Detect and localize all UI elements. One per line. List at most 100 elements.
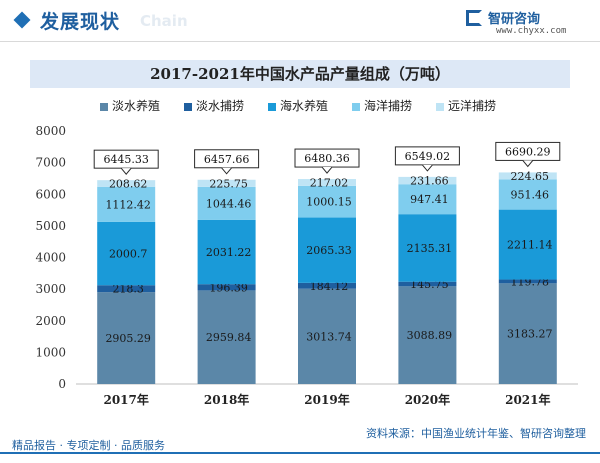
legend-item: 淡水捕捞 [184, 97, 244, 115]
bar-segment [498, 283, 557, 384]
segment-data-label: 2065.33 [306, 244, 352, 257]
bar-segment [197, 284, 256, 291]
bar-segment [498, 172, 557, 180]
total-callout-pointer [422, 164, 433, 172]
x-tick-label: 2018年 [204, 392, 249, 407]
bar-segment [298, 179, 356, 186]
brand-logo: 智研咨询 www.chyxx.com [466, 8, 586, 38]
legend-item: 淡水养殖 [100, 97, 160, 115]
bar-segment [398, 286, 457, 384]
bar-segment [97, 292, 156, 384]
y-tick-label: 8000 [35, 124, 66, 138]
segment-data-label: 947.41 [410, 193, 449, 206]
y-tick-label: 0 [58, 377, 66, 391]
legend-label: 淡水捕捞 [196, 99, 245, 113]
bar-segment [498, 179, 557, 210]
segment-data-label: 1044.46 [206, 197, 252, 210]
bar-segment [197, 179, 256, 187]
total-data-label: 6457.66 [204, 153, 250, 166]
total-callout-pointer [221, 167, 232, 175]
bar-segment [97, 186, 156, 222]
legend-label: 海水养殖 [280, 99, 329, 113]
bar-segment [197, 219, 256, 285]
legend-label: 淡水养殖 [112, 99, 161, 113]
y-tick-label: 6000 [35, 187, 66, 201]
bar-segment [398, 214, 457, 282]
segment-data-label: 224.65 [511, 170, 550, 183]
segment-data-label: 1000.15 [306, 196, 352, 209]
y-tick-label: 4000 [35, 251, 66, 265]
total-callout-pointer [321, 166, 333, 174]
segment-data-label: 2211.14 [507, 239, 553, 252]
segment-data-label: 2959.84 [206, 331, 252, 344]
brand-url: www.chyxx.com [496, 26, 567, 36]
bar-segment [197, 186, 256, 220]
bar-segment [398, 184, 457, 215]
segment-data-label: 208.62 [109, 177, 148, 190]
bar-segment [398, 176, 457, 185]
bar-segment [97, 285, 156, 293]
segment-data-label: 231.66 [410, 175, 449, 188]
footer-divider [0, 452, 600, 454]
total-data-label: 6690.29 [505, 145, 551, 158]
segment-data-label: 2135.31 [407, 242, 453, 255]
total-data-label: 6445.33 [103, 153, 149, 166]
legend-swatch [184, 102, 192, 111]
bar-segment [97, 221, 156, 286]
legend-label: 远洋捕捞 [448, 99, 497, 113]
legend-label: 海洋捕捞 [364, 99, 413, 113]
segment-data-label: 3013.74 [306, 330, 352, 343]
brand-name: 智研咨询 [488, 12, 541, 27]
total-data-label: 6549.02 [405, 150, 451, 163]
segment-data-label: 2000.7 [109, 248, 148, 261]
y-tick-label: 1000 [35, 345, 66, 359]
chart-legend: 淡水养殖 淡水捕捞 海水养殖 海洋捕捞 远洋捕捞 [100, 97, 540, 115]
total-callout-pointer [120, 167, 132, 175]
segment-data-label: 217.02 [310, 176, 349, 189]
bar-segment [197, 290, 256, 384]
total-data-label: 6480.36 [304, 152, 350, 165]
section-watermark-subtitle: Chain [140, 12, 188, 30]
chart-title: 2017-2021年中国水产品产量组成（万吨） [30, 60, 570, 88]
segment-data-label: 2905.29 [105, 332, 151, 345]
x-tick-label: 2017年 [103, 392, 148, 407]
segment-data-label: 3088.89 [407, 329, 453, 342]
y-tick-label: 2000 [35, 314, 66, 328]
x-tick-label: 2020年 [405, 392, 450, 407]
legend-item: 海洋捕捞 [352, 97, 412, 115]
footer-tagline: 精品报告 · 专项定制 · 品质服务 [12, 439, 165, 452]
footer-source: 资料来源：中国渔业统计年鉴、智研咨询整理 [366, 427, 586, 440]
legend-swatch [268, 102, 276, 111]
segment-data-label: 196.39 [209, 281, 248, 294]
header-divider [0, 41, 600, 42]
y-tick-label: 7000 [35, 156, 66, 170]
y-tick-label: 5000 [35, 219, 66, 233]
bar-segment [298, 282, 356, 289]
segment-data-label: 3183.27 [507, 328, 553, 341]
segment-data-label: 951.46 [511, 189, 550, 202]
section-title: 发展现状 [40, 11, 121, 33]
legend-item: 远洋捕捞 [436, 97, 496, 115]
x-tick-label: 2019年 [304, 392, 349, 407]
bar-segment [97, 180, 156, 187]
segment-data-label: 1112.42 [105, 198, 151, 211]
bar-segment [498, 209, 557, 280]
brand-logo-icon [466, 10, 482, 26]
header: 发展现状 Chain 智研咨询 www.chyxx.com [0, 0, 600, 46]
segment-data-label: 225.75 [209, 177, 248, 190]
legend-swatch [352, 102, 360, 111]
y-tick-label: 3000 [35, 282, 66, 296]
segment-data-label: 184.12 [310, 280, 349, 293]
bar-segment [498, 279, 557, 284]
legend-item: 海水养殖 [268, 97, 328, 115]
bar-segment [298, 185, 356, 218]
segment-data-label: 218.3 [112, 283, 144, 296]
x-tick-label: 2021年 [505, 392, 550, 407]
bar-segment [298, 288, 356, 384]
total-callout-pointer [522, 160, 534, 168]
legend-swatch [436, 102, 444, 111]
segment-data-label: 2031.22 [206, 246, 252, 259]
bar-segment [398, 281, 457, 287]
bar-segment [298, 217, 356, 283]
